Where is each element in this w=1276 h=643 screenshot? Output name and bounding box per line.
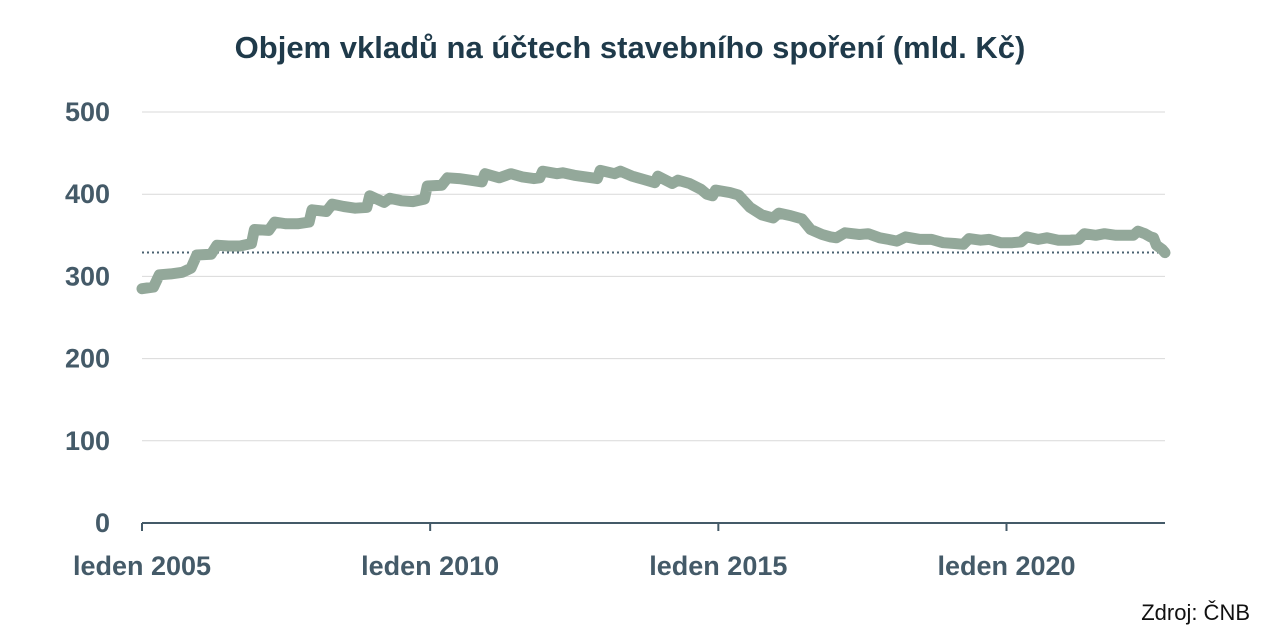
x-tick-label: leden 2005 (73, 551, 211, 581)
x-axis: leden 2005 leden 2010 leden 2015 leden 2020 (73, 522, 1165, 581)
y-axis: 0 100 200 300 400 500 (65, 97, 110, 538)
y-tick-label: 100 (65, 426, 110, 456)
y-tick-label: 300 (65, 261, 110, 291)
y-tick-label: 400 (65, 179, 110, 209)
y-tick-label: 500 (65, 97, 110, 127)
x-tick-label: leden 2015 (649, 551, 787, 581)
y-tick-label: 0 (95, 508, 110, 538)
x-tick-label: leden 2010 (361, 551, 499, 581)
source-note: Zdroj: ČNB (1141, 600, 1250, 625)
series-line (136, 164, 1171, 295)
chart-title: Objem vkladů na účtech stavebního spořen… (235, 30, 1026, 65)
y-tick-label: 200 (65, 344, 110, 374)
x-tick-label: leden 2020 (937, 551, 1075, 581)
grid (142, 111, 1165, 442)
